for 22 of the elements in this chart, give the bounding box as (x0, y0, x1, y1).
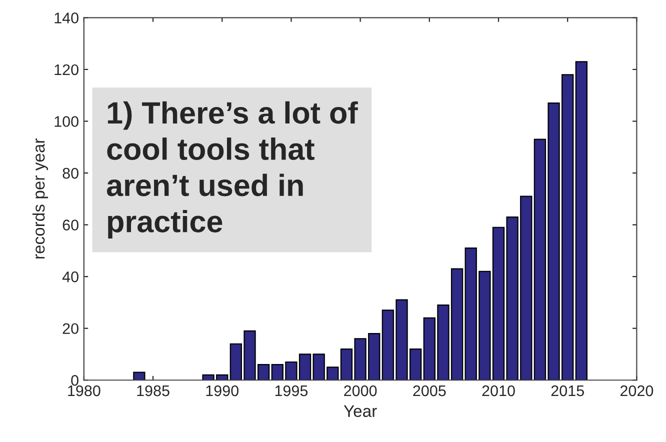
y-tick-label: 0 (71, 374, 78, 386)
y-tick-label: 140 (54, 12, 78, 24)
x-tick-label: 2015 (551, 385, 584, 396)
y-tick-label: 100 (54, 116, 78, 127)
y-tick-label: 60 (62, 220, 78, 230)
bar (575, 61, 588, 380)
y-tick-label: 20 (62, 323, 78, 334)
y-axis-title: records per year (32, 138, 48, 258)
x-tick-label: 2020 (620, 385, 654, 396)
x-tick-label: 1980 (68, 385, 100, 396)
y-tick-label: 40 (62, 271, 78, 282)
x-tick-label: 1985 (137, 385, 170, 396)
x-tick-label: 1995 (275, 385, 308, 396)
x-tick-label: 2010 (482, 385, 515, 396)
x-tick-label: 2000 (344, 385, 377, 396)
x-tick-label: 1990 (206, 385, 239, 396)
annotation: 1) There’s a lot of cool tools that aren’t used in practice (106, 101, 358, 238)
x-tick-label: 2005 (413, 385, 446, 396)
x-axis-title: Year (344, 405, 377, 418)
y-tick-label: 120 (54, 64, 78, 76)
y-tick-label: 80 (62, 168, 78, 179)
bar (133, 372, 146, 380)
